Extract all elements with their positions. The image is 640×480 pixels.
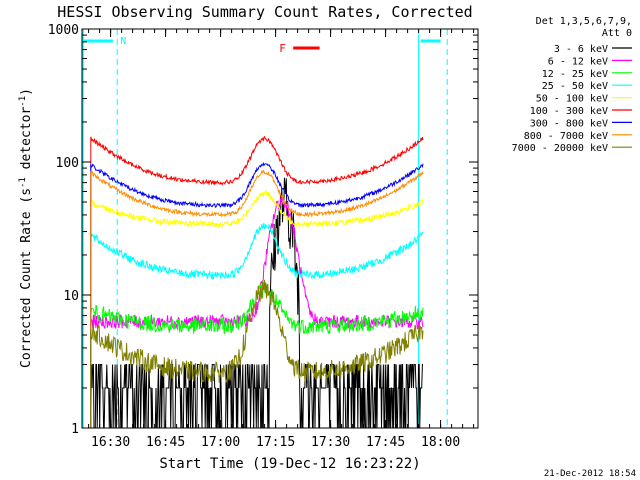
x-tick-label: 17:15 (256, 435, 295, 450)
y-tick-label: 100 (56, 156, 79, 171)
legend-entry-label: 3 - 6 keV (554, 44, 608, 55)
y-tick-label: 1 (71, 422, 79, 437)
legend-entry-label: 800 - 7000 keV (524, 131, 608, 142)
series-line-8 (90, 279, 424, 428)
legend-entry-label: 50 - 100 keV (536, 94, 608, 105)
series-line-5 (90, 135, 424, 428)
series-line-4 (90, 189, 424, 428)
render-timestamp: 21-Dec-2012 18:54 (544, 469, 636, 479)
legend-entry-label: 100 - 300 keV (530, 106, 608, 117)
plot-frame (81, 28, 479, 429)
legend-header-line: Det 1,3,5,6,7,9, (536, 16, 632, 27)
x-tick-label: 17:30 (311, 435, 350, 450)
legend-entry-label: 300 - 800 keV (530, 118, 608, 129)
legend-entry-label: 6 - 12 keV (548, 56, 608, 67)
night-label: N (120, 36, 126, 47)
chart-title: HESSI Observing Summary Count Rates, Cor… (57, 3, 472, 21)
y-axis-label: Corrected Count Rate (s-1 detector-1) (18, 88, 34, 368)
legend-header: Det 1,3,5,6,7,9,Att 0 (536, 16, 632, 39)
legend-entry-label: 7000 - 20000 keV (512, 143, 608, 154)
legend-entry-label: 12 - 25 keV (542, 69, 608, 80)
x-axis-label: Start Time (19-Dec-12 16:23:22) (159, 456, 420, 472)
legend-header-line: Att 0 (602, 28, 632, 39)
series-line-1 (90, 196, 424, 428)
y-tick-label: 1000 (48, 23, 79, 38)
y-axis-label-text: Corrected Count Rate (s-1 detector-1) (18, 88, 34, 368)
x-tick-label: 17:45 (366, 435, 405, 450)
y-tick-label: 10 (63, 289, 79, 304)
x-tick-label: 18:00 (421, 435, 460, 450)
plot-area: NF (82, 29, 448, 429)
series-line-7 (90, 169, 424, 428)
x-tick-label: 17:00 (201, 435, 240, 450)
x-tick-label: 16:45 (146, 435, 185, 450)
flare-label: F (279, 42, 286, 55)
series-line-3 (90, 222, 424, 428)
axes: 16:30 16:45 17:00 17:15 17:30 17:45 18:00 1 10 10… (48, 23, 478, 450)
legend-entry-label: 25 - 50 keV (542, 81, 608, 92)
x-tick-label: 16:30 (91, 435, 130, 450)
series-line-6 (90, 161, 424, 428)
